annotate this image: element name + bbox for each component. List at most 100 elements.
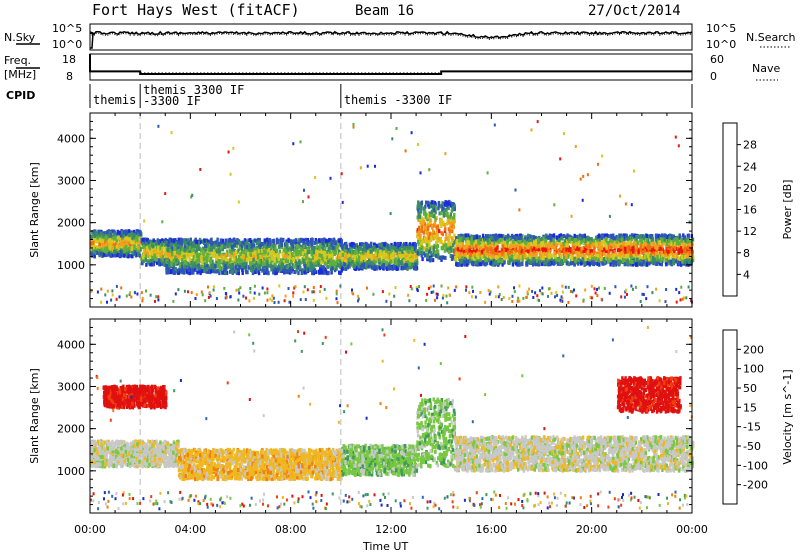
cpid-segment-label: themis -3300 IF	[344, 93, 452, 107]
range-cell	[437, 201, 441, 206]
range-cell	[280, 243, 283, 248]
range-cell	[369, 243, 372, 248]
range-cell	[323, 270, 326, 275]
range-cell	[161, 245, 164, 250]
range-cell	[96, 239, 99, 244]
range-cell	[190, 260, 193, 265]
range-cell	[157, 240, 161, 245]
range-cell	[287, 237, 290, 242]
range-cell	[155, 257, 158, 262]
range-cell	[258, 237, 261, 242]
range-cell	[145, 238, 148, 243]
range-cell	[348, 249, 352, 254]
nave-tick-top: 60	[710, 53, 724, 66]
range-cell	[202, 252, 205, 257]
range-cell	[215, 256, 218, 261]
range-cell	[277, 257, 281, 261]
nsearch-tick-top: 10^5	[706, 22, 736, 35]
range-cell	[288, 255, 292, 260]
range-cell	[312, 250, 316, 255]
range-cell	[210, 241, 213, 246]
range-cell	[184, 238, 188, 243]
range-cell	[353, 256, 357, 261]
range-cell	[159, 239, 162, 244]
range-cell	[203, 238, 206, 243]
range-cell	[225, 252, 228, 257]
range-cell	[382, 259, 385, 263]
range-cell	[397, 259, 400, 264]
range-cell	[202, 256, 206, 261]
range-cell	[311, 255, 314, 260]
range-cell	[398, 246, 402, 251]
range-cell	[144, 250, 147, 255]
range-cell	[205, 255, 208, 260]
range-cell	[209, 269, 212, 274]
range-cell	[421, 225, 424, 230]
range-cell	[272, 243, 275, 248]
range-cell	[282, 237, 285, 242]
range-cell	[238, 240, 242, 245]
range-cell	[431, 213, 434, 218]
range-cell	[111, 245, 115, 250]
range-cell	[240, 258, 243, 263]
range-cell	[130, 254, 134, 259]
range-cell	[197, 252, 200, 257]
range-cell	[150, 239, 154, 244]
range-cell	[440, 246, 444, 251]
range-cell	[172, 267, 175, 272]
range-cell	[450, 236, 454, 241]
range-cell	[446, 200, 449, 205]
range-cell	[154, 259, 157, 264]
range-cell	[306, 241, 310, 246]
range-cell	[389, 259, 393, 264]
range-cell	[385, 252, 388, 257]
range-cell	[289, 240, 293, 245]
range-cell	[160, 242, 164, 247]
range-cell	[261, 242, 264, 246]
range-cell	[339, 260, 342, 265]
range-cell	[246, 270, 249, 275]
range-cell	[204, 244, 207, 249]
range-cell	[131, 231, 134, 236]
range-cell	[435, 206, 438, 211]
range-cell	[397, 242, 400, 246]
range-cell	[102, 252, 105, 257]
range-cell	[297, 271, 300, 276]
range-cell	[132, 240, 135, 245]
range-cell	[291, 244, 295, 249]
range-cell	[427, 225, 430, 230]
range-cell	[205, 267, 209, 272]
range-cell	[281, 255, 285, 260]
range-cell	[444, 243, 448, 248]
range-cell	[118, 230, 121, 235]
range-cell	[285, 264, 288, 268]
range-cell	[102, 243, 105, 248]
range-cell	[101, 253, 104, 258]
range-cell	[168, 258, 171, 263]
range-cell	[177, 240, 180, 245]
range-cell	[248, 261, 252, 266]
range-cell	[206, 242, 210, 247]
range-cell	[266, 260, 269, 265]
range-cell	[423, 253, 427, 258]
range-cell	[242, 240, 245, 245]
range-cell	[112, 245, 116, 250]
range-cell	[271, 239, 275, 243]
range-cell	[429, 258, 432, 263]
range-cell	[261, 262, 264, 267]
range-cell	[446, 213, 449, 218]
range-cell	[323, 247, 327, 251]
range-cell	[224, 264, 227, 269]
range-cell	[275, 248, 279, 253]
range-cell	[228, 240, 232, 244]
range-cell	[168, 238, 171, 243]
range-cell	[257, 249, 260, 254]
range-cell	[382, 263, 385, 267]
range-cell	[223, 267, 226, 272]
range-cell	[247, 251, 250, 256]
range-cell	[127, 237, 130, 242]
range-cell	[328, 262, 332, 267]
range-cell	[149, 248, 152, 253]
range-cell	[270, 267, 273, 272]
